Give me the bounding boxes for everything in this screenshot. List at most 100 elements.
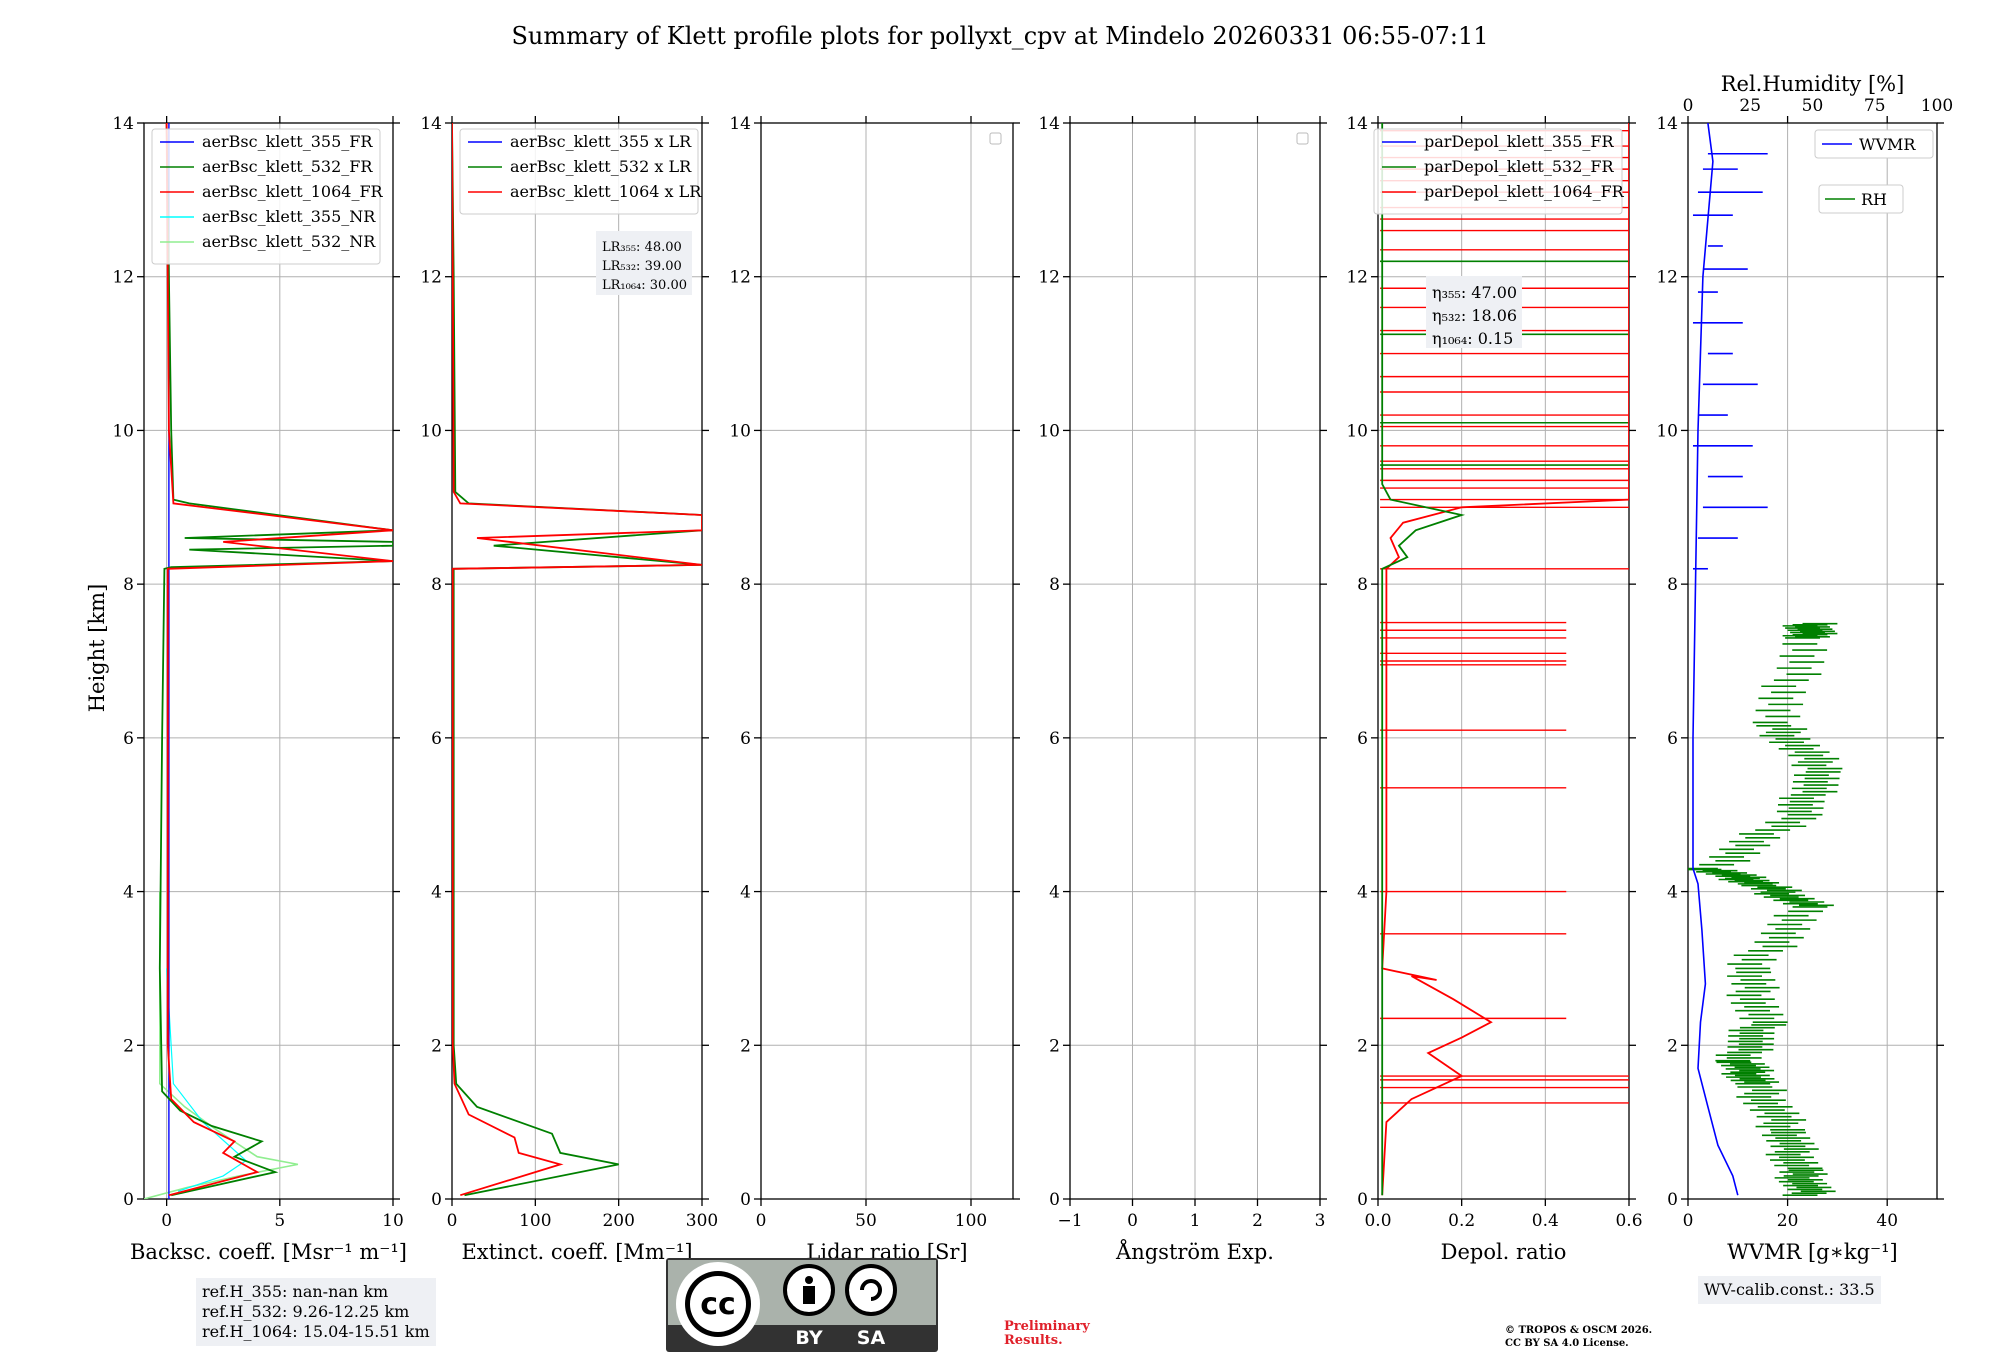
x-tick-label: 100 [955, 1211, 987, 1231]
y-tick-label: 12 [729, 268, 751, 288]
legend-frame [1373, 128, 1623, 215]
x-tick-label: −1 [1057, 1211, 1082, 1231]
y-tick-label: 12 [420, 268, 442, 288]
y-tick-label: 0 [1667, 1190, 1678, 1210]
panel-dep: 0 2 4 6 8 10 12 14 0.0 0.2 0.4 0.6 Depol. ratio parDe… [1346, 114, 1642, 1264]
cc-license-badge: cc BY SA [666, 1258, 938, 1352]
y-tick-label: 12 [1346, 268, 1368, 288]
legend-frame [1814, 129, 1934, 159]
x-axis-label: Extinct. coeff. [Mm⁻¹] [461, 1240, 692, 1264]
wv-calib-box: WV-calib.const.: 33.5 [1698, 1276, 1881, 1304]
axes-frame [143, 122, 394, 1200]
preliminary-note: Preliminary Results. [1004, 1320, 1090, 1348]
x-axis-label: Backsc. coeff. [Msr⁻¹ m⁻¹] [130, 1240, 407, 1264]
reference-height-box: ref.H_355: nan-nan km ref.H_532: 9.26-12… [196, 1278, 436, 1346]
y-tick-label: 4 [431, 883, 442, 903]
top-axis-label: Rel.Humidity [%] [1721, 72, 1905, 96]
y-tick-label: 2 [431, 1036, 442, 1056]
y-tick-label: 12 [112, 268, 134, 288]
preliminary-line-2: Results. [1004, 1333, 1063, 1348]
ref-line-355: ref.H_355: nan-nan km [202, 1282, 389, 1301]
series-group [1688, 123, 1843, 1196]
y-tick-label: 4 [1667, 883, 1678, 903]
top-tick-label: 100 [1921, 96, 1953, 116]
lr-box-bg [596, 231, 692, 295]
legend-item: parDepol_klett_1064_FR [1424, 182, 1625, 201]
eta-value: η₃₅₅: 47.00 [1432, 283, 1517, 302]
series-wvmr [1692, 123, 1739, 1196]
y-tick-label: 2 [1357, 1036, 1368, 1056]
y-tick-label: 0 [431, 1190, 442, 1210]
legend-item: aerBsc_klett_355 x LR [510, 132, 692, 151]
preliminary-line-1: Preliminary [1004, 1319, 1090, 1334]
top-tick-label: 25 [1739, 96, 1761, 116]
series-bsc-532-nr [144, 891, 299, 1199]
y-tick-label: 14 [112, 114, 134, 134]
x-tick-label: 5 [274, 1211, 285, 1231]
y-tick-label: 4 [740, 883, 751, 903]
top-tick-label: 50 [1802, 96, 1824, 116]
copyright-note: © TROPOS & OSCM 2026. CC BY SA 4.0 Licen… [1505, 1324, 1652, 1350]
y-tick-label: 10 [1346, 421, 1368, 441]
y-tick-label: 6 [1049, 729, 1060, 749]
legend-item: aerBsc_klett_532 x LR [510, 157, 692, 176]
x-tick-label: 0.0 [1364, 1211, 1391, 1231]
ref-line-1064: ref.H_1064: 15.04-15.51 km [202, 1322, 430, 1341]
panel-ext: 0 2 4 6 8 10 12 14 0 100 200 300 Extinct. coeff. [Mm… [420, 114, 718, 1264]
x-tick-label: 0 [756, 1211, 767, 1231]
y-tick-label: 6 [1357, 729, 1368, 749]
y-tick-label: 0 [123, 1190, 134, 1210]
x-tick-label: 0.4 [1532, 1211, 1559, 1231]
y-tick-label: 10 [1038, 421, 1060, 441]
x-tick-label: 0 [1683, 1211, 1694, 1231]
series-dep-532 [1381, 123, 1466, 1196]
legend-frame [1818, 184, 1904, 214]
y-tick-label: 14 [1038, 114, 1060, 134]
series-ext-1064 [452, 123, 702, 1197]
y-tick-label: 4 [1049, 883, 1060, 903]
legend-item: aerBsc_klett_532_NR [202, 232, 376, 251]
x-tick-label: 3 [1315, 1211, 1326, 1231]
y-tick-label: 2 [740, 1036, 751, 1056]
y-tick-label: 4 [1357, 883, 1368, 903]
x-tick-label: 20 [1777, 1211, 1799, 1231]
empty-legend-marker [1296, 132, 1309, 145]
legend-item: parDepol_klett_532_FR [1424, 157, 1615, 176]
legend-ext: aerBsc_klett_355 x LR aerBsc_klett_532 x … [459, 128, 702, 215]
series-bsc-532-fr [158, 123, 393, 1197]
axes-frame [1687, 122, 1938, 1200]
series-bsc-1064-fr [165, 123, 393, 1197]
cc-text: cc [700, 1287, 736, 1322]
y-tick-label: 8 [123, 575, 134, 595]
x-tick-label: 300 [686, 1211, 718, 1231]
series-group [144, 123, 393, 1199]
legend-item: aerBsc_klett_355_FR [202, 132, 373, 151]
legend-item: aerBsc_klett_1064_FR [202, 182, 384, 201]
lr-value: LR₅₃₂: 39.00 [602, 259, 682, 274]
y-tick-label: 8 [431, 575, 442, 595]
lr-value: LR₃₅₅: 48.00 [602, 240, 682, 255]
x-tick-label: 10 [382, 1211, 404, 1231]
legend-item: parDepol_klett_355_FR [1424, 132, 1615, 151]
y-tick-label: 6 [1667, 729, 1678, 749]
x-tick-label: 1 [1190, 1211, 1201, 1231]
sa-share-icon [845, 1264, 897, 1316]
y-tick-label: 2 [123, 1036, 134, 1056]
legend-rh: RH [1818, 184, 1904, 214]
y-tick-label: 10 [1656, 421, 1678, 441]
y-tick-label: 14 [1346, 114, 1368, 134]
eta-value: η₁₀₆₄: 0.15 [1432, 329, 1513, 348]
y-axis-label: Height [km] [85, 584, 109, 713]
y-tick-label: 2 [1049, 1036, 1060, 1056]
series-bsc-355-nr [166, 968, 247, 1192]
eta-box: η₃₅₅: 47.00 η₅₃₂: 18.06 η₁₀₆₄: 0.15 [1426, 276, 1522, 348]
x-tick-label: 50 [855, 1211, 877, 1231]
x-tick-label: 0.6 [1615, 1211, 1642, 1231]
legend-item: aerBsc_klett_532_FR [202, 157, 373, 176]
y-tick-label: 6 [431, 729, 442, 749]
y-tick-label: 6 [123, 729, 134, 749]
y-tick-label: 12 [1656, 268, 1678, 288]
